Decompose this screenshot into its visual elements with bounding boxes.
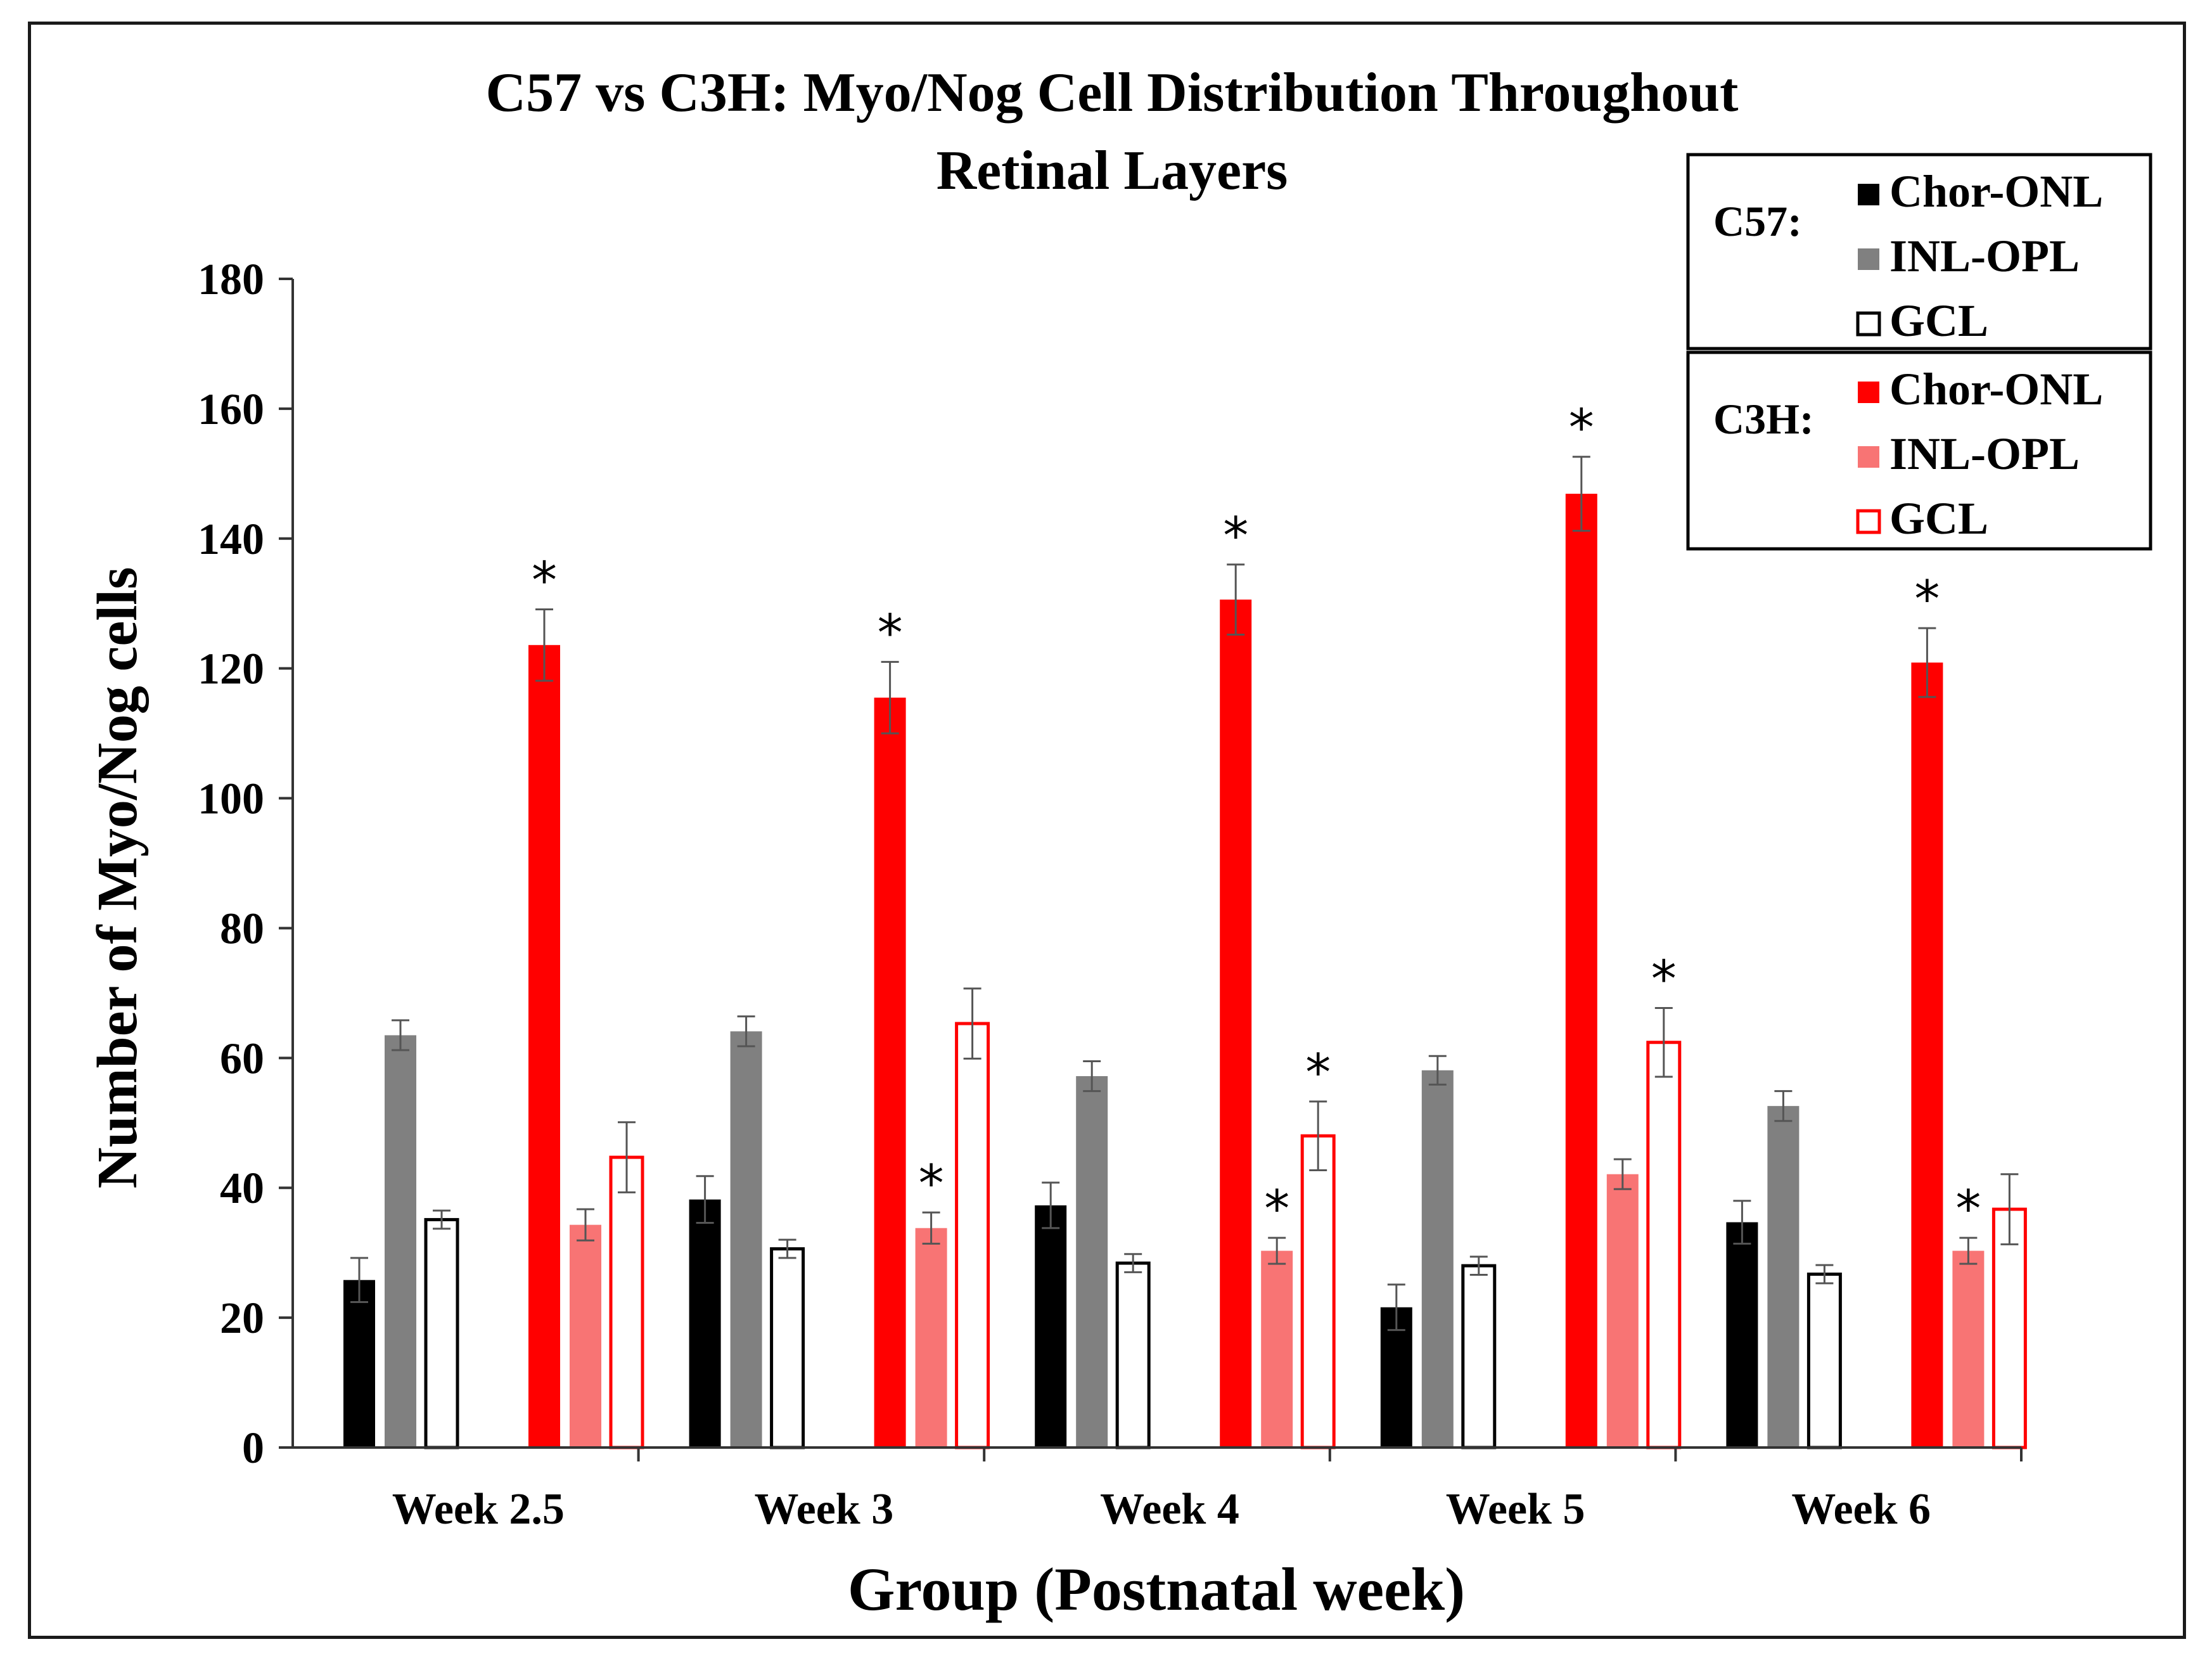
- bar: [528, 645, 560, 1448]
- x-tick-label: Week 4: [1100, 1485, 1239, 1534]
- y-tick-label: 140: [198, 515, 264, 564]
- bar: [1115, 1261, 1151, 1449]
- bar: [1806, 1272, 1842, 1449]
- bar: [1952, 1250, 1985, 1448]
- bar: [915, 1228, 947, 1448]
- legend-swatch: [1856, 311, 1881, 337]
- legend-group-label: C57:: [1713, 197, 1802, 245]
- bar: [1646, 1041, 1682, 1449]
- bar: [1606, 1174, 1639, 1448]
- bar: [1300, 1134, 1336, 1449]
- bar: [570, 1224, 601, 1448]
- bar: [955, 1022, 990, 1449]
- bar: [1461, 1264, 1497, 1449]
- legend-swatch: [1856, 509, 1881, 534]
- legend: C57: Chor-ONL INL-OPL GCL C3H: Chor-ONL INL-OP…: [1686, 153, 2152, 551]
- x-axis-label: Group (Postnatal week): [848, 1555, 1465, 1623]
- legend-entry-label: Chor-ONL: [1889, 166, 2103, 217]
- x-tick-label: Week 5: [1446, 1485, 1585, 1534]
- bar: [1220, 600, 1252, 1448]
- legend-swatch: [1858, 382, 1879, 403]
- legend-entry-label: GCL: [1889, 295, 1988, 346]
- chart-title-line2: Retinal Layers: [937, 140, 1288, 202]
- legend-entry-label: INL-OPL: [1889, 428, 2080, 479]
- x-tick-label: Week 3: [755, 1485, 894, 1534]
- significance-marker: *: [1223, 506, 1248, 565]
- bar: [1035, 1205, 1067, 1448]
- significance-marker: *: [1264, 1179, 1289, 1238]
- bar: [1076, 1076, 1108, 1448]
- legend-entry-label: INL-OPL: [1889, 231, 2080, 281]
- legend-swatch: [1858, 446, 1879, 468]
- bar: [874, 697, 906, 1448]
- legend-entry-label: GCL: [1889, 493, 1988, 544]
- significance-marker: *: [1914, 570, 1940, 629]
- y-tick-label: 120: [198, 645, 264, 694]
- bar: [1726, 1222, 1758, 1448]
- legend-box: [1686, 153, 2152, 350]
- bar: [609, 1155, 644, 1449]
- bar: [730, 1031, 762, 1448]
- significance-marker: *: [1305, 1043, 1331, 1102]
- axes-layer: 0 20 40 60 80 100 120 140 160 180 Week 2.5 Week 3 We…: [198, 255, 2023, 1534]
- y-tick-label: 180: [198, 255, 264, 304]
- bar: [770, 1247, 805, 1449]
- y-tick-label: 0: [242, 1424, 264, 1473]
- significance-marker: *: [1651, 949, 1677, 1008]
- legend-swatch: [1858, 184, 1879, 205]
- bar: [1261, 1250, 1293, 1448]
- y-tick-label: 40: [220, 1164, 264, 1213]
- significance-marker: *: [1569, 399, 1594, 458]
- y-axis-label: Number of Myo/Nog cells: [86, 567, 149, 1189]
- significance-marker: *: [878, 603, 903, 662]
- significance-marker: *: [919, 1154, 944, 1213]
- legend-entry-label: Chor-ONL: [1889, 364, 2103, 414]
- bar: [343, 1280, 375, 1448]
- bar: [1421, 1070, 1454, 1448]
- bar: [385, 1035, 416, 1448]
- bar: [1911, 662, 1943, 1448]
- bar: [689, 1199, 721, 1448]
- x-tick-label: Week 2.5: [392, 1485, 565, 1534]
- legend-box: [1686, 350, 2152, 551]
- bar: [424, 1217, 459, 1449]
- legend-swatch: [1858, 248, 1879, 270]
- y-tick-label: 20: [220, 1294, 264, 1343]
- y-tick-label: 100: [198, 775, 264, 824]
- bar: [1767, 1106, 1800, 1448]
- y-tick-label: 160: [198, 385, 264, 434]
- bars-layer: * * * * * * * * * *: [343, 399, 2027, 1449]
- legend-group-label: C3H:: [1713, 395, 1814, 443]
- y-tick-label: 80: [220, 904, 264, 953]
- significance-marker: *: [1955, 1179, 1981, 1238]
- bar: [1565, 494, 1597, 1448]
- x-tick-label: Week 6: [1791, 1485, 1931, 1534]
- chart-title-line1: C57 vs C3H: Myo/Nog Cell Distribution Th…: [486, 62, 1739, 124]
- significance-marker: *: [532, 551, 557, 610]
- y-tick-label: 60: [220, 1034, 264, 1083]
